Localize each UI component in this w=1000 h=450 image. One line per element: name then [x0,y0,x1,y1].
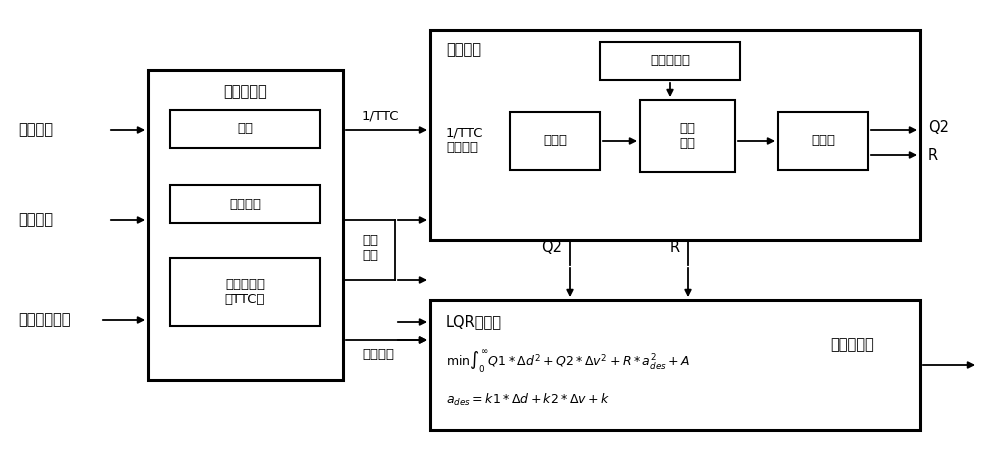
Text: Q2: Q2 [928,121,949,135]
Text: R: R [928,148,938,163]
Text: 前车距离: 前车距离 [18,122,53,138]
Bar [510,112,600,170]
Bar [778,112,868,170]
Text: 精确化: 精确化 [811,135,835,148]
Text: 模糊控制: 模糊控制 [446,42,481,58]
Text: LQR控制器: LQR控制器 [446,315,502,329]
Bar [148,70,343,380]
Bar [170,258,320,326]
Bar [170,110,320,148]
Bar [600,42,740,80]
Text: 期望加速度: 期望加速度 [830,338,874,352]
Text: 相对
车速: 相对 车速 [362,234,378,262]
Text: 预碰撞时间
（TTC）: 预碰撞时间 （TTC） [225,278,265,306]
Text: 1/TTC: 1/TTC [361,109,399,122]
Text: 模糊化: 模糊化 [543,135,567,148]
Bar [170,185,320,223]
Text: $a_{des}=k1*\Delta d+k2*\Delta v+k$: $a_{des}=k1*\Delta d+k2*\Delta v+k$ [446,392,610,408]
Text: 1/TTC
相对车速: 1/TTC 相对车速 [446,126,484,154]
Text: Q2: Q2 [541,240,562,256]
Text: 模糊规则库: 模糊规则库 [650,54,690,68]
Bar [640,100,735,172]
Text: 被控车辆车速: 被控车辆车速 [18,312,70,328]
Text: R: R [670,240,680,256]
Text: 前车车速: 前车车速 [18,212,53,228]
Bar [430,300,920,430]
Text: $\mathrm{min}\int_0^{\infty}Q1*\Delta d^2+Q2*\Delta v^2+R*a_{des}^2+A$: $\mathrm{min}\int_0^{\infty}Q1*\Delta d^… [446,348,690,376]
Text: 信号预处理: 信号预处理 [224,85,267,99]
Text: 弯道距离: 弯道距离 [229,198,261,211]
Bar [430,30,920,240]
Text: 相对距离: 相对距离 [362,348,394,361]
Text: 模糊
推理: 模糊 推理 [680,122,696,150]
Text: 滤波: 滤波 [237,122,253,135]
